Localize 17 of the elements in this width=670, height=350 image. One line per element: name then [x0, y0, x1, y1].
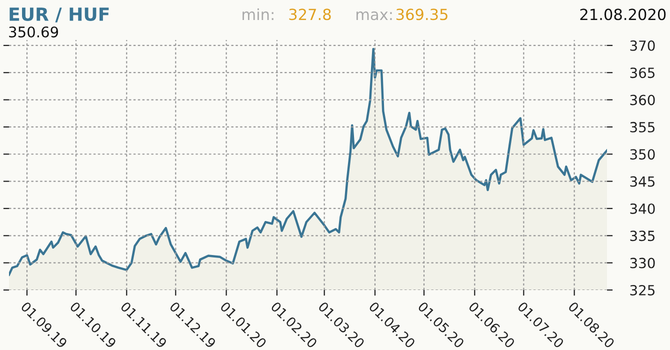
- y-tick-label: 335: [630, 230, 655, 242]
- text: 369.35: [396, 8, 448, 20]
- chart-title: EUR / HUF: [10, 8, 109, 22]
- text: 350.69: [9, 26, 58, 38]
- y-tick-label: 325: [630, 284, 655, 296]
- text: 21.08.2020: [580, 8, 666, 20]
- y-tick-label: 330: [630, 258, 655, 268]
- y-tick-label: 365: [630, 68, 655, 78]
- y-tick-label: 355: [630, 122, 655, 132]
- y-tick-label: 340: [630, 203, 655, 214]
- text: max:: [356, 11, 392, 20]
- y-tick-label: 360: [630, 94, 655, 106]
- text: min:: [242, 8, 274, 20]
- y-tick-label: 345: [630, 176, 655, 187]
- text: 327.8: [289, 8, 331, 20]
- y-tick-label: 370: [630, 40, 655, 51]
- y-tick-label: 350: [630, 149, 655, 160]
